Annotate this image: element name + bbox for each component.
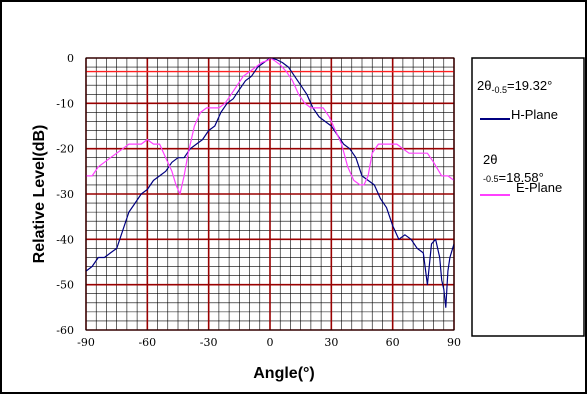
y-tick-label: 0: [67, 52, 74, 65]
legend-box: [471, 57, 585, 337]
beamwidth-h-value: =19.32°: [507, 78, 552, 93]
y-tick-label: -60: [56, 324, 74, 337]
plot-border: [85, 57, 455, 331]
x-tick-label: 60: [386, 336, 400, 349]
y-tick-label: -20: [56, 143, 74, 156]
y-tick-label: -30: [56, 188, 74, 201]
x-tick-label: 0: [267, 336, 274, 349]
series-line-e-plane: [86, 57, 455, 195]
legend-label-h-plane: H-Plane: [511, 107, 558, 122]
series-lines: [85, 57, 455, 308]
x-axis-title: Angle(°): [253, 365, 315, 382]
series-line-h-plane: [85, 57, 455, 308]
beamwidth-e-value: =18.58°: [499, 170, 544, 185]
beamwidth-h-label: 2θ-0.5=19.32°: [477, 78, 552, 95]
legend-label-e-plane: E-Plane: [516, 180, 562, 195]
x-tick-label: -60: [138, 336, 156, 349]
x-tick-label: -30: [200, 336, 218, 349]
beamwidth-e-prefix: 2θ: [483, 152, 497, 167]
y-axis-title: Relative Level(dB): [31, 125, 48, 264]
y-tick-label: -50: [56, 279, 74, 292]
x-tick-label: 30: [324, 336, 338, 349]
beamwidth-h-sub: -0.5: [491, 85, 507, 95]
legend: 2θ-0.5=19.32° H-Plane 2θ -0.5=18.58° E-P…: [471, 57, 585, 337]
beamwidth-e-label: -0.5=18.58°: [483, 170, 544, 185]
x-tick-label: 90: [447, 336, 461, 349]
y-tick-label: -10: [56, 97, 74, 110]
y-tick-label: -40: [56, 233, 74, 246]
beamwidth-h-prefix: 2θ: [477, 78, 491, 93]
x-tick-label: -90: [77, 336, 95, 349]
beamwidth-e-sub: -0.5: [483, 174, 499, 184]
tick-labels: -90 -60 -30 0 30 60 900-10-20-30-40-50-60: [56, 52, 461, 349]
